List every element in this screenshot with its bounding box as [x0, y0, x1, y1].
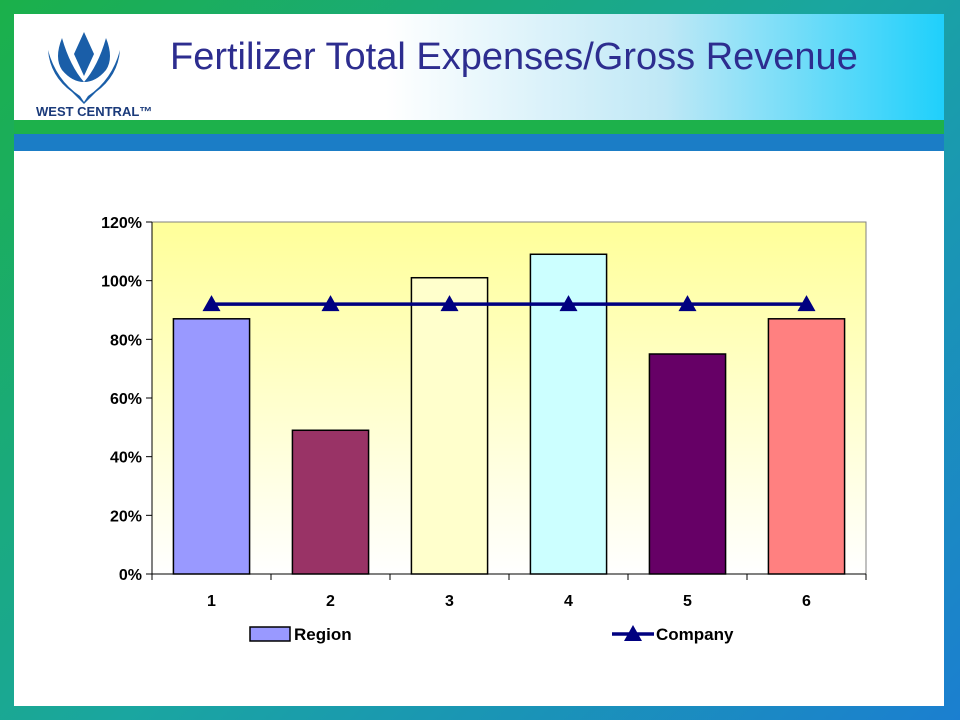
- y-tick-label: 20%: [110, 508, 142, 525]
- west-central-logo: WEST CENTRAL™: [36, 32, 152, 119]
- marker-company: [202, 295, 221, 312]
- marker-company: [559, 295, 578, 312]
- logo-wordmark: WEST CENTRAL™: [36, 104, 152, 119]
- marker-company: [321, 295, 340, 312]
- bar-region: [410, 276, 489, 575]
- bar-region: [648, 353, 727, 575]
- y-tick-label: 80%: [110, 332, 142, 349]
- chart: 0% 20% 40% 60% 80% 100% 120% 1 2 3 4 5 6 Region Comp…: [101, 215, 867, 644]
- legend-label-company: Company: [656, 625, 734, 644]
- y-tick-label: 40%: [110, 450, 142, 467]
- bar-region: [767, 318, 846, 575]
- plot-area: [151, 221, 867, 575]
- header-divider-green: [14, 120, 944, 134]
- y-tick-label: 100%: [101, 274, 142, 291]
- y-tick-label: 0%: [119, 567, 142, 584]
- header-divider-blue: [14, 134, 944, 151]
- x-tick-label: 2: [326, 593, 335, 610]
- slide: WEST CENTRAL™ Fertilizer Total Expenses/…: [14, 14, 944, 706]
- x-tick-label: 4: [564, 593, 573, 610]
- marker-company: [678, 295, 697, 312]
- x-tick-label: 6: [802, 593, 811, 610]
- x-tick-label: 5: [683, 593, 692, 610]
- y-tick-label: 120%: [101, 215, 142, 232]
- bar-region: [291, 429, 370, 575]
- marker-company: [440, 295, 459, 312]
- header: WEST CENTRAL™ Fertilizer Total Expenses/…: [14, 14, 944, 120]
- x-tick-label: 1: [207, 593, 216, 610]
- legend-label-region: Region: [294, 625, 352, 644]
- legend-marker-company: [624, 625, 642, 641]
- y-tick-label: 60%: [110, 391, 142, 408]
- legend-swatch-region: [249, 626, 291, 642]
- marker-company: [797, 295, 816, 312]
- bar-region: [172, 318, 251, 575]
- page-title: Fertilizer Total Expenses/Gross Revenue: [170, 36, 858, 78]
- x-tick-label: 3: [445, 593, 454, 610]
